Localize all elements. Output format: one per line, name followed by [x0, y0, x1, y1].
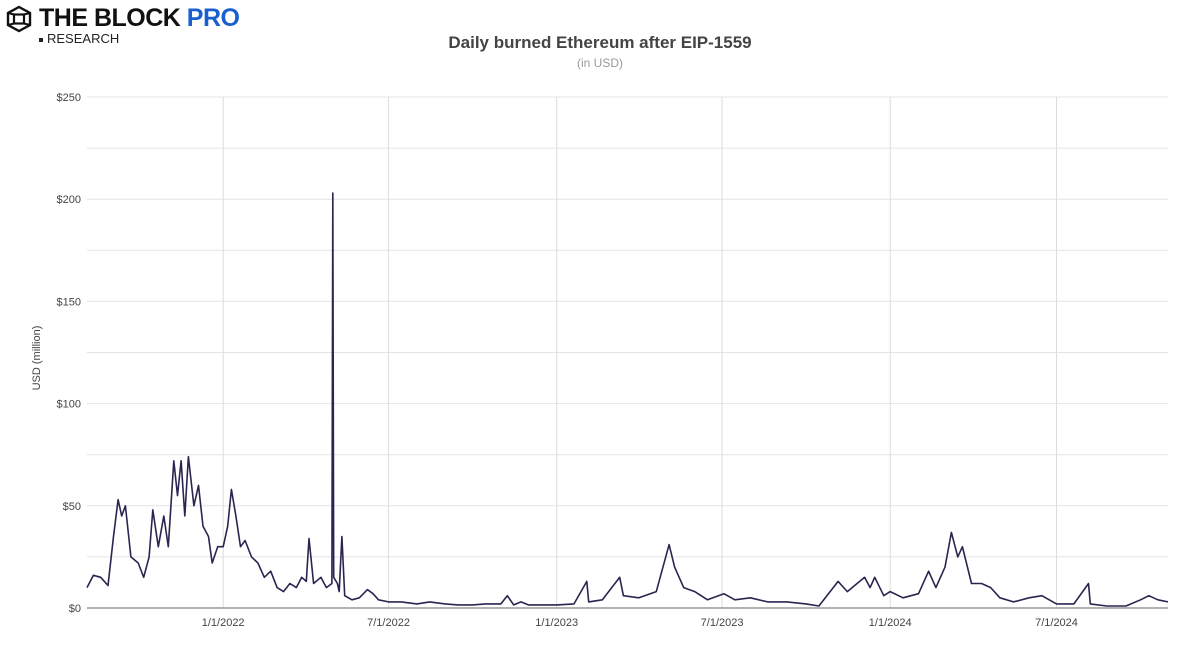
chart-title: Daily burned Ethereum after EIP-1559 [448, 33, 751, 52]
x-tick-label: 1/1/2022 [202, 617, 245, 629]
brand-name: THE BLOCK PRO [39, 4, 240, 32]
y-tick-label: $200 [57, 194, 81, 206]
y-tick-label: $0 [69, 603, 81, 615]
cube-logo-icon [6, 5, 32, 32]
y-tick-label: $50 [63, 501, 81, 513]
x-tick-label: 1/1/2023 [535, 617, 578, 629]
series-line [86, 192, 1169, 607]
x-tick-label: 7/1/2023 [701, 617, 744, 629]
chart-subtitle: (in USD) [577, 56, 623, 70]
x-tick-label: 7/1/2024 [1035, 617, 1078, 629]
brand-subtitle: RESEARCH [39, 31, 239, 46]
x-tick-label: 7/1/2022 [367, 617, 410, 629]
y-axis-label: USD (million) [31, 326, 43, 391]
logo: THE BLOCK PRO RESEARCH [5, 4, 240, 46]
y-tick-label: $250 [57, 92, 81, 104]
x-tick-label: 1/1/2024 [869, 617, 912, 629]
y-tick-label: $150 [57, 296, 81, 308]
y-tick-label: $100 [57, 399, 81, 411]
